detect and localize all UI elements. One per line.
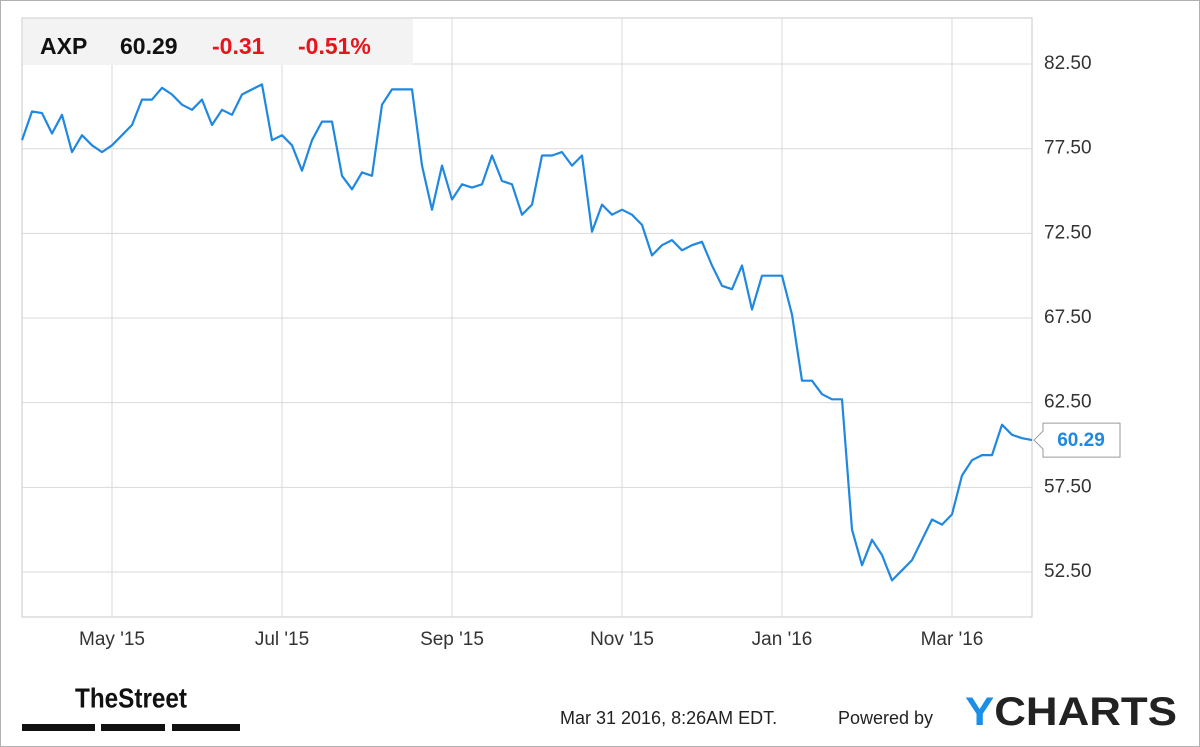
header-box bbox=[23, 19, 413, 65]
logo-bar bbox=[172, 724, 240, 731]
x-tick-label: Jan '16 bbox=[752, 629, 813, 650]
last-value-tag bbox=[1033, 422, 1121, 458]
source-logo: TheStreet bbox=[75, 682, 187, 713]
y-tick-label: 77.50 bbox=[1044, 138, 1092, 159]
series bbox=[20, 83, 1033, 582]
change-percent: -0.51% bbox=[298, 33, 371, 59]
price-line bbox=[20, 83, 1033, 582]
y-tick-label: 67.50 bbox=[1044, 307, 1092, 328]
brand-logo: YCHARTS bbox=[965, 690, 1177, 734]
x-tick-label: Mar '16 bbox=[921, 629, 984, 650]
powered-by: Powered by bbox=[838, 708, 933, 728]
logo-bar bbox=[101, 724, 165, 731]
x-tick-label: Sep '15 bbox=[420, 629, 484, 650]
y-tick-label: 62.50 bbox=[1044, 392, 1092, 413]
grid bbox=[22, 18, 1032, 617]
timestamp: Mar 31 2016, 8:26AM EDT. bbox=[560, 708, 777, 728]
y-tick-label: 82.50 bbox=[1044, 53, 1092, 74]
last-value-label: 60.29 bbox=[1057, 430, 1105, 451]
y-tick-label: 72.50 bbox=[1044, 222, 1092, 243]
plot-area bbox=[21, 17, 1033, 618]
y-tick-label: 52.50 bbox=[1044, 561, 1092, 582]
x-tick-label: Jul '15 bbox=[255, 629, 309, 650]
x-tick-label: Nov '15 bbox=[590, 629, 654, 650]
x-tick-label: May '15 bbox=[79, 629, 145, 650]
change: -0.31 bbox=[212, 33, 265, 59]
price: 60.29 bbox=[120, 33, 178, 59]
ticker: AXP bbox=[40, 33, 87, 59]
logo-bar bbox=[22, 724, 95, 731]
y-tick-label: 57.50 bbox=[1044, 476, 1092, 497]
